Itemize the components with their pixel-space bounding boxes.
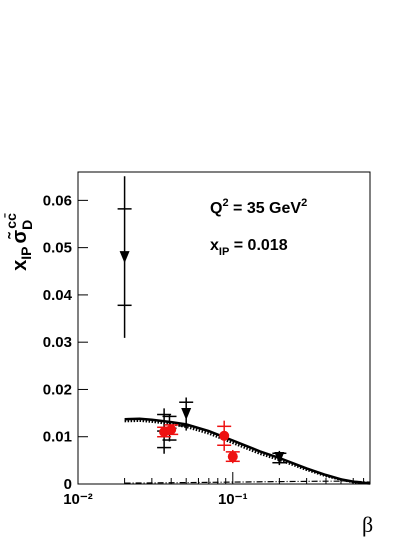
x-axis-label: β <box>362 512 373 537</box>
annotation: xIP = 0.018 <box>210 237 288 258</box>
y-axis-label: xIPσ̃Dcc̄ <box>2 212 35 270</box>
curve <box>124 419 371 485</box>
y-tick-label: 0.04 <box>43 287 73 304</box>
point <box>119 251 130 264</box>
y-tick-label: 0.03 <box>43 334 72 351</box>
point <box>227 451 238 462</box>
curve <box>124 480 371 484</box>
y-tick-label: 0.06 <box>43 192 72 209</box>
y-tick-label: 0.05 <box>43 240 72 257</box>
x-tick-label: 10⁻¹ <box>218 491 248 508</box>
y-tick-label: 0 <box>64 476 72 493</box>
point <box>219 430 230 441</box>
annotation: Q2 = 35 GeV2 <box>210 197 307 217</box>
y-tick-label: 0.02 <box>43 381 72 398</box>
point <box>181 408 192 421</box>
point <box>274 452 285 464</box>
plot-frame <box>77 171 371 485</box>
x-tick-label: 10⁻² <box>63 491 93 508</box>
y-tick-label: 0.01 <box>43 429 72 446</box>
point <box>166 424 177 435</box>
